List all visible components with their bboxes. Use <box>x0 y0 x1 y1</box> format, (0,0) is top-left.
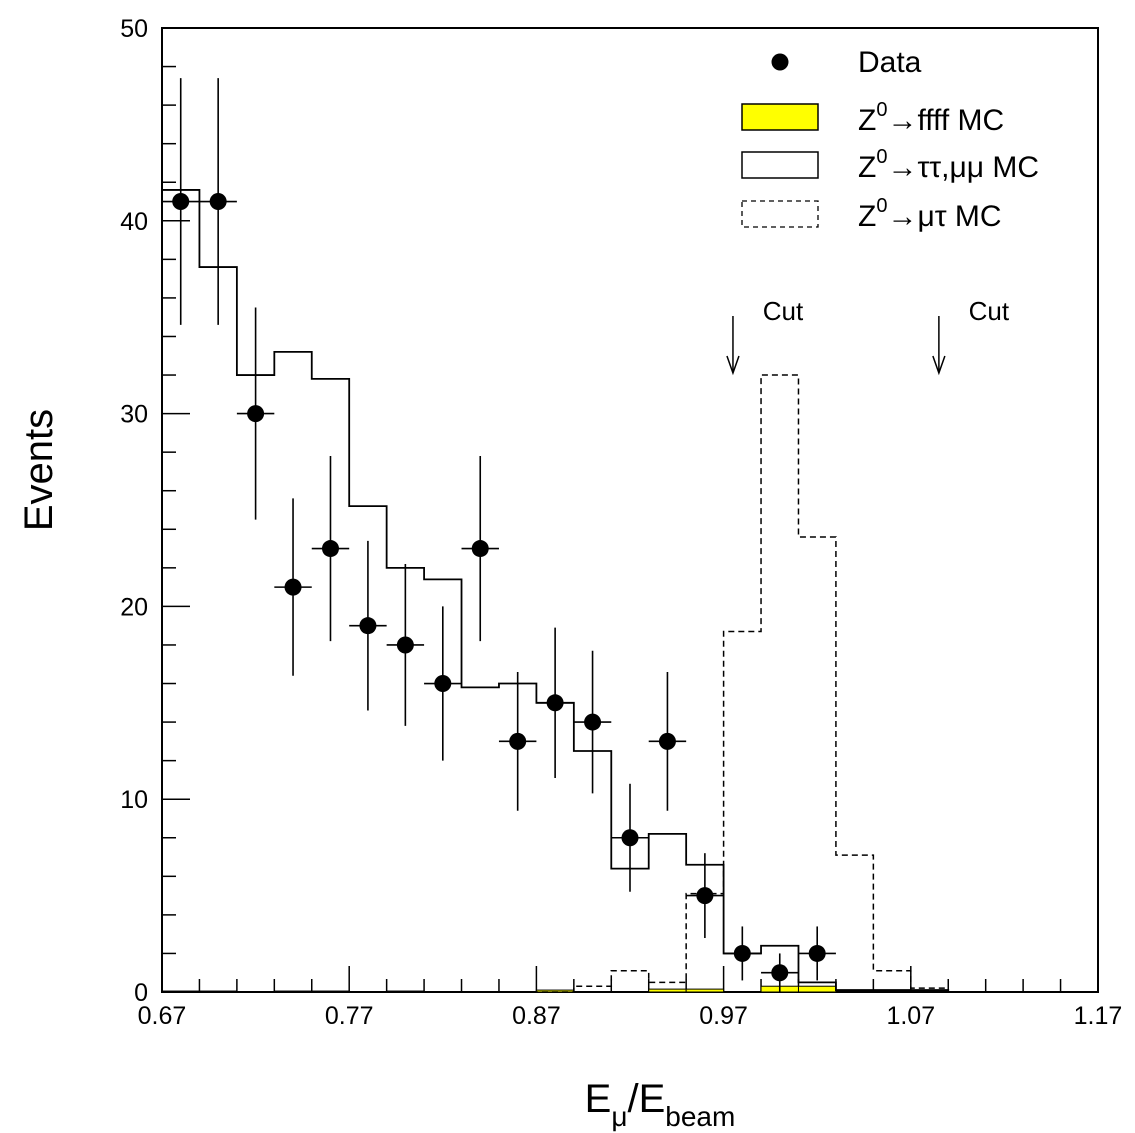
legend <box>741 53 819 228</box>
cut-arrow-head <box>726 355 740 376</box>
x-axis-title-slash: /E <box>627 1077 665 1121</box>
data-marker <box>396 636 414 654</box>
data-points <box>162 78 836 992</box>
data-point <box>536 627 574 778</box>
data-point <box>199 78 237 325</box>
ffff-mc-bar <box>797 985 837 993</box>
legend-ffff-pre: Z <box>858 104 876 137</box>
data-point <box>236 307 275 520</box>
data-point <box>498 671 537 811</box>
legend-tautau-post: →ττ,μμ MC <box>887 151 1039 184</box>
cut-markers: Cut Cut <box>726 296 1010 376</box>
data-marker <box>172 193 190 211</box>
data-marker <box>509 732 527 750</box>
data-point <box>162 78 200 325</box>
legend-label-tautau: Z0→ττ,μμ MC <box>858 146 1039 184</box>
data-point <box>461 456 499 642</box>
data-marker <box>808 944 826 962</box>
axis-labels: 0.67 0.77 0.87 0.97 1.07 1.17 0 10 20 30 40 50 <box>120 15 1122 1030</box>
legend-ffff-sup: 0 <box>876 99 887 121</box>
legend-tautau-pre: Z <box>858 151 876 184</box>
ffff-mc-bar <box>311 990 350 993</box>
legend-mutau-swatch <box>741 200 819 228</box>
x-tick-label: 1.07 <box>886 1002 935 1030</box>
data-marker <box>284 578 302 596</box>
data-point <box>723 926 762 981</box>
data-marker <box>771 964 789 982</box>
cut-marker: Cut <box>932 296 1010 376</box>
cut-arrow-head <box>932 355 946 376</box>
x-tick-label: 1.17 <box>1074 1002 1123 1030</box>
data-marker <box>321 540 339 558</box>
y-tick-label: 20 <box>120 593 148 621</box>
data-point <box>386 563 425 726</box>
ffff-mc-bar <box>685 988 725 993</box>
data-marker <box>359 617 377 635</box>
data-point <box>573 650 612 794</box>
data-marker <box>733 944 751 962</box>
tautau-mumu-mc-histogram <box>161 189 1098 993</box>
data-marker <box>584 713 602 731</box>
data-point <box>311 456 350 642</box>
data-marker <box>696 887 714 905</box>
data-marker <box>209 193 227 211</box>
data-marker <box>658 732 676 750</box>
x-axis-title-main: E <box>585 1077 612 1121</box>
data-point <box>761 953 799 992</box>
cut-marker: Cut <box>726 296 804 376</box>
legend-label-mutau: Z0→μτ MC <box>858 195 1002 233</box>
x-axis-title-sub2: beam <box>665 1101 735 1132</box>
x-tick-label: 0.77 <box>325 1002 374 1030</box>
legend-label-ffff: Z0→ffff MC <box>858 99 1004 137</box>
data-marker <box>471 540 489 558</box>
data-point <box>798 926 836 981</box>
data-point <box>686 853 724 939</box>
legend-ffff-post: →ffff MC <box>887 104 1004 137</box>
legend-tautau-swatch <box>741 151 819 179</box>
legend-mutau-sup: 0 <box>876 195 887 217</box>
x-axis-title-sub1: μ <box>611 1101 627 1132</box>
y-tick-label: 30 <box>120 401 148 429</box>
y-tick-label: 40 <box>120 208 148 236</box>
legend-mutau-post: →μτ MC <box>887 200 1001 233</box>
data-marker <box>546 694 564 712</box>
x-tick-label: 0.97 <box>699 1002 748 1030</box>
legend-mutau-pre: Z <box>858 200 876 233</box>
data-marker <box>247 405 265 423</box>
data-point <box>349 540 387 711</box>
legend-tautau-sup: 0 <box>876 146 887 168</box>
x-tick-label: 0.87 <box>512 1002 561 1030</box>
data-marker <box>621 829 639 847</box>
y-tick-label: 0 <box>134 979 148 1007</box>
x-tick-label: 0.67 <box>138 1002 187 1030</box>
x-axis-title: Eμ/Ebeam <box>585 1077 736 1132</box>
data-point <box>611 783 649 892</box>
mutau-mc-histogram <box>162 374 1098 993</box>
cut-label: Cut <box>969 296 1010 326</box>
data-point <box>424 606 462 761</box>
data-marker <box>434 675 452 693</box>
y-axis-title: Events <box>17 409 61 531</box>
legend-ffff-swatch <box>741 103 819 131</box>
y-tick-label: 50 <box>120 15 148 43</box>
data-point <box>274 498 312 676</box>
ffff-mc-bar <box>648 988 687 993</box>
legend-label-data: Data <box>858 46 922 79</box>
y-tick-label: 10 <box>120 786 148 814</box>
cut-label: Cut <box>763 296 804 326</box>
data-point <box>648 671 687 811</box>
legend-data-marker <box>771 53 789 71</box>
